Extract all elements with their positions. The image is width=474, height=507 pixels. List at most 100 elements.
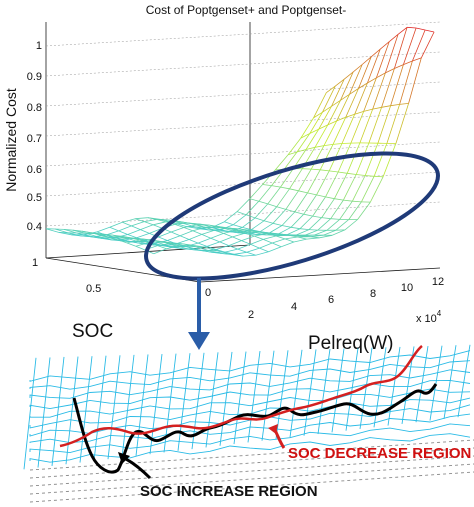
y-tick-label: 0.5: [86, 283, 101, 295]
inset-mesh-line: [149, 353, 163, 455]
mesh-line: [135, 218, 145, 222]
mesh-line: [173, 222, 187, 227]
mesh-line: [160, 219, 170, 221]
mesh-line: [72, 229, 82, 232]
mesh-line: [376, 41, 390, 78]
mesh-line: [343, 174, 357, 201]
mesh-line: [298, 190, 308, 194]
mesh-line: [332, 229, 346, 236]
mesh-line: [352, 200, 362, 203]
mesh-line: [93, 236, 103, 239]
y-tick-label: 1: [32, 257, 38, 269]
inset-mesh-line: [29, 397, 471, 429]
inset-grid-line: [29, 439, 474, 471]
mesh-line: [397, 26, 408, 35]
mesh-line: [154, 243, 164, 246]
mesh-line: [211, 221, 225, 228]
z-tick-label: 0.7: [27, 133, 42, 145]
mesh-line: [220, 224, 234, 231]
inset-soc-label: SOC: [72, 321, 113, 342]
mesh-line: [131, 225, 141, 230]
mesh-line: [185, 246, 195, 250]
mesh-line: [216, 230, 226, 232]
zoom-arrow: [188, 278, 210, 350]
mesh-line: [278, 226, 292, 235]
mesh-line: [118, 225, 132, 232]
mesh-line: [352, 64, 363, 73]
mesh-line: [229, 231, 239, 234]
mesh-line: [176, 243, 186, 247]
mesh-line: [334, 173, 348, 199]
mesh-line: [281, 211, 296, 226]
mesh-line: [255, 251, 269, 256]
mesh-line: [395, 103, 409, 144]
inset-grid-line: [29, 447, 474, 479]
mesh-line: [183, 224, 197, 228]
mesh-line: [296, 149, 307, 153]
z-axis-label: Normalized Cost: [3, 88, 19, 192]
mesh-line: [111, 239, 121, 242]
mesh-line: [309, 111, 323, 134]
mesh-line: [272, 222, 283, 226]
mesh-line: [367, 77, 377, 84]
mesh-line: [339, 200, 353, 220]
mesh-line: [376, 72, 386, 79]
mesh-line: [135, 245, 145, 251]
inset-mesh-line: [107, 355, 121, 460]
mesh-line: [109, 221, 123, 228]
mesh-line: [416, 27, 426, 31]
mesh-line: [306, 237, 320, 240]
mesh-line: [204, 246, 218, 252]
inset-pelreq-label: Pelreq(W): [308, 333, 394, 354]
mesh-line: [332, 117, 347, 145]
x-tick-labels: 0 2 4 6 8 10 12: [205, 276, 444, 321]
x-tick-label: 10: [401, 282, 413, 294]
mesh-line: [126, 242, 136, 247]
mesh-line: [230, 227, 244, 233]
mesh-line: [260, 231, 270, 234]
mesh-line: [348, 201, 362, 220]
inset-mesh-line: [289, 349, 303, 438]
mesh-line: [354, 82, 368, 115]
mesh-line: [303, 194, 317, 215]
mesh-line: [327, 120, 337, 126]
mesh-line: [254, 203, 269, 219]
mesh-line: [289, 188, 299, 192]
mesh-line: [408, 57, 422, 104]
mesh-line: [158, 236, 168, 241]
mesh-line: [385, 68, 395, 74]
mesh-line: [386, 104, 400, 144]
mesh-line: [247, 233, 257, 235]
mesh-line: [215, 249, 226, 253]
mesh-line: [388, 33, 399, 43]
mesh-line: [372, 106, 382, 110]
mesh-line: [322, 105, 332, 113]
inset-mesh-line: [65, 356, 79, 465]
mesh-line: [245, 200, 260, 216]
inset-mesh-line: [205, 352, 219, 448]
mesh-line: [285, 190, 299, 210]
mesh-line: [254, 217, 265, 222]
inset-mesh-line: [177, 353, 191, 451]
mesh-line: [278, 233, 288, 235]
inset-mesh-line: [135, 354, 149, 456]
mesh-line: [236, 198, 251, 212]
increase-callout-arrow: [118, 452, 152, 480]
mesh-line: [364, 143, 379, 176]
x-tick-label: 8: [370, 288, 376, 300]
mesh-line: [305, 146, 316, 150]
mesh-line: [194, 246, 208, 250]
x-tick-label: 6: [328, 294, 334, 306]
mesh-line: [245, 214, 256, 219]
z-tick-label: 0.9: [27, 71, 42, 83]
mesh-line: [358, 56, 372, 89]
mesh-line: [249, 184, 263, 199]
mesh-line: [420, 31, 435, 59]
mesh-line: [308, 217, 322, 230]
decrease-region-label: SOC DECREASE REGION: [288, 445, 471, 462]
mesh-line: [412, 57, 422, 62]
mesh-line: [237, 248, 247, 253]
mesh-line: [336, 94, 350, 122]
inset-mesh-line: [443, 345, 457, 419]
mesh-line: [314, 124, 329, 148]
